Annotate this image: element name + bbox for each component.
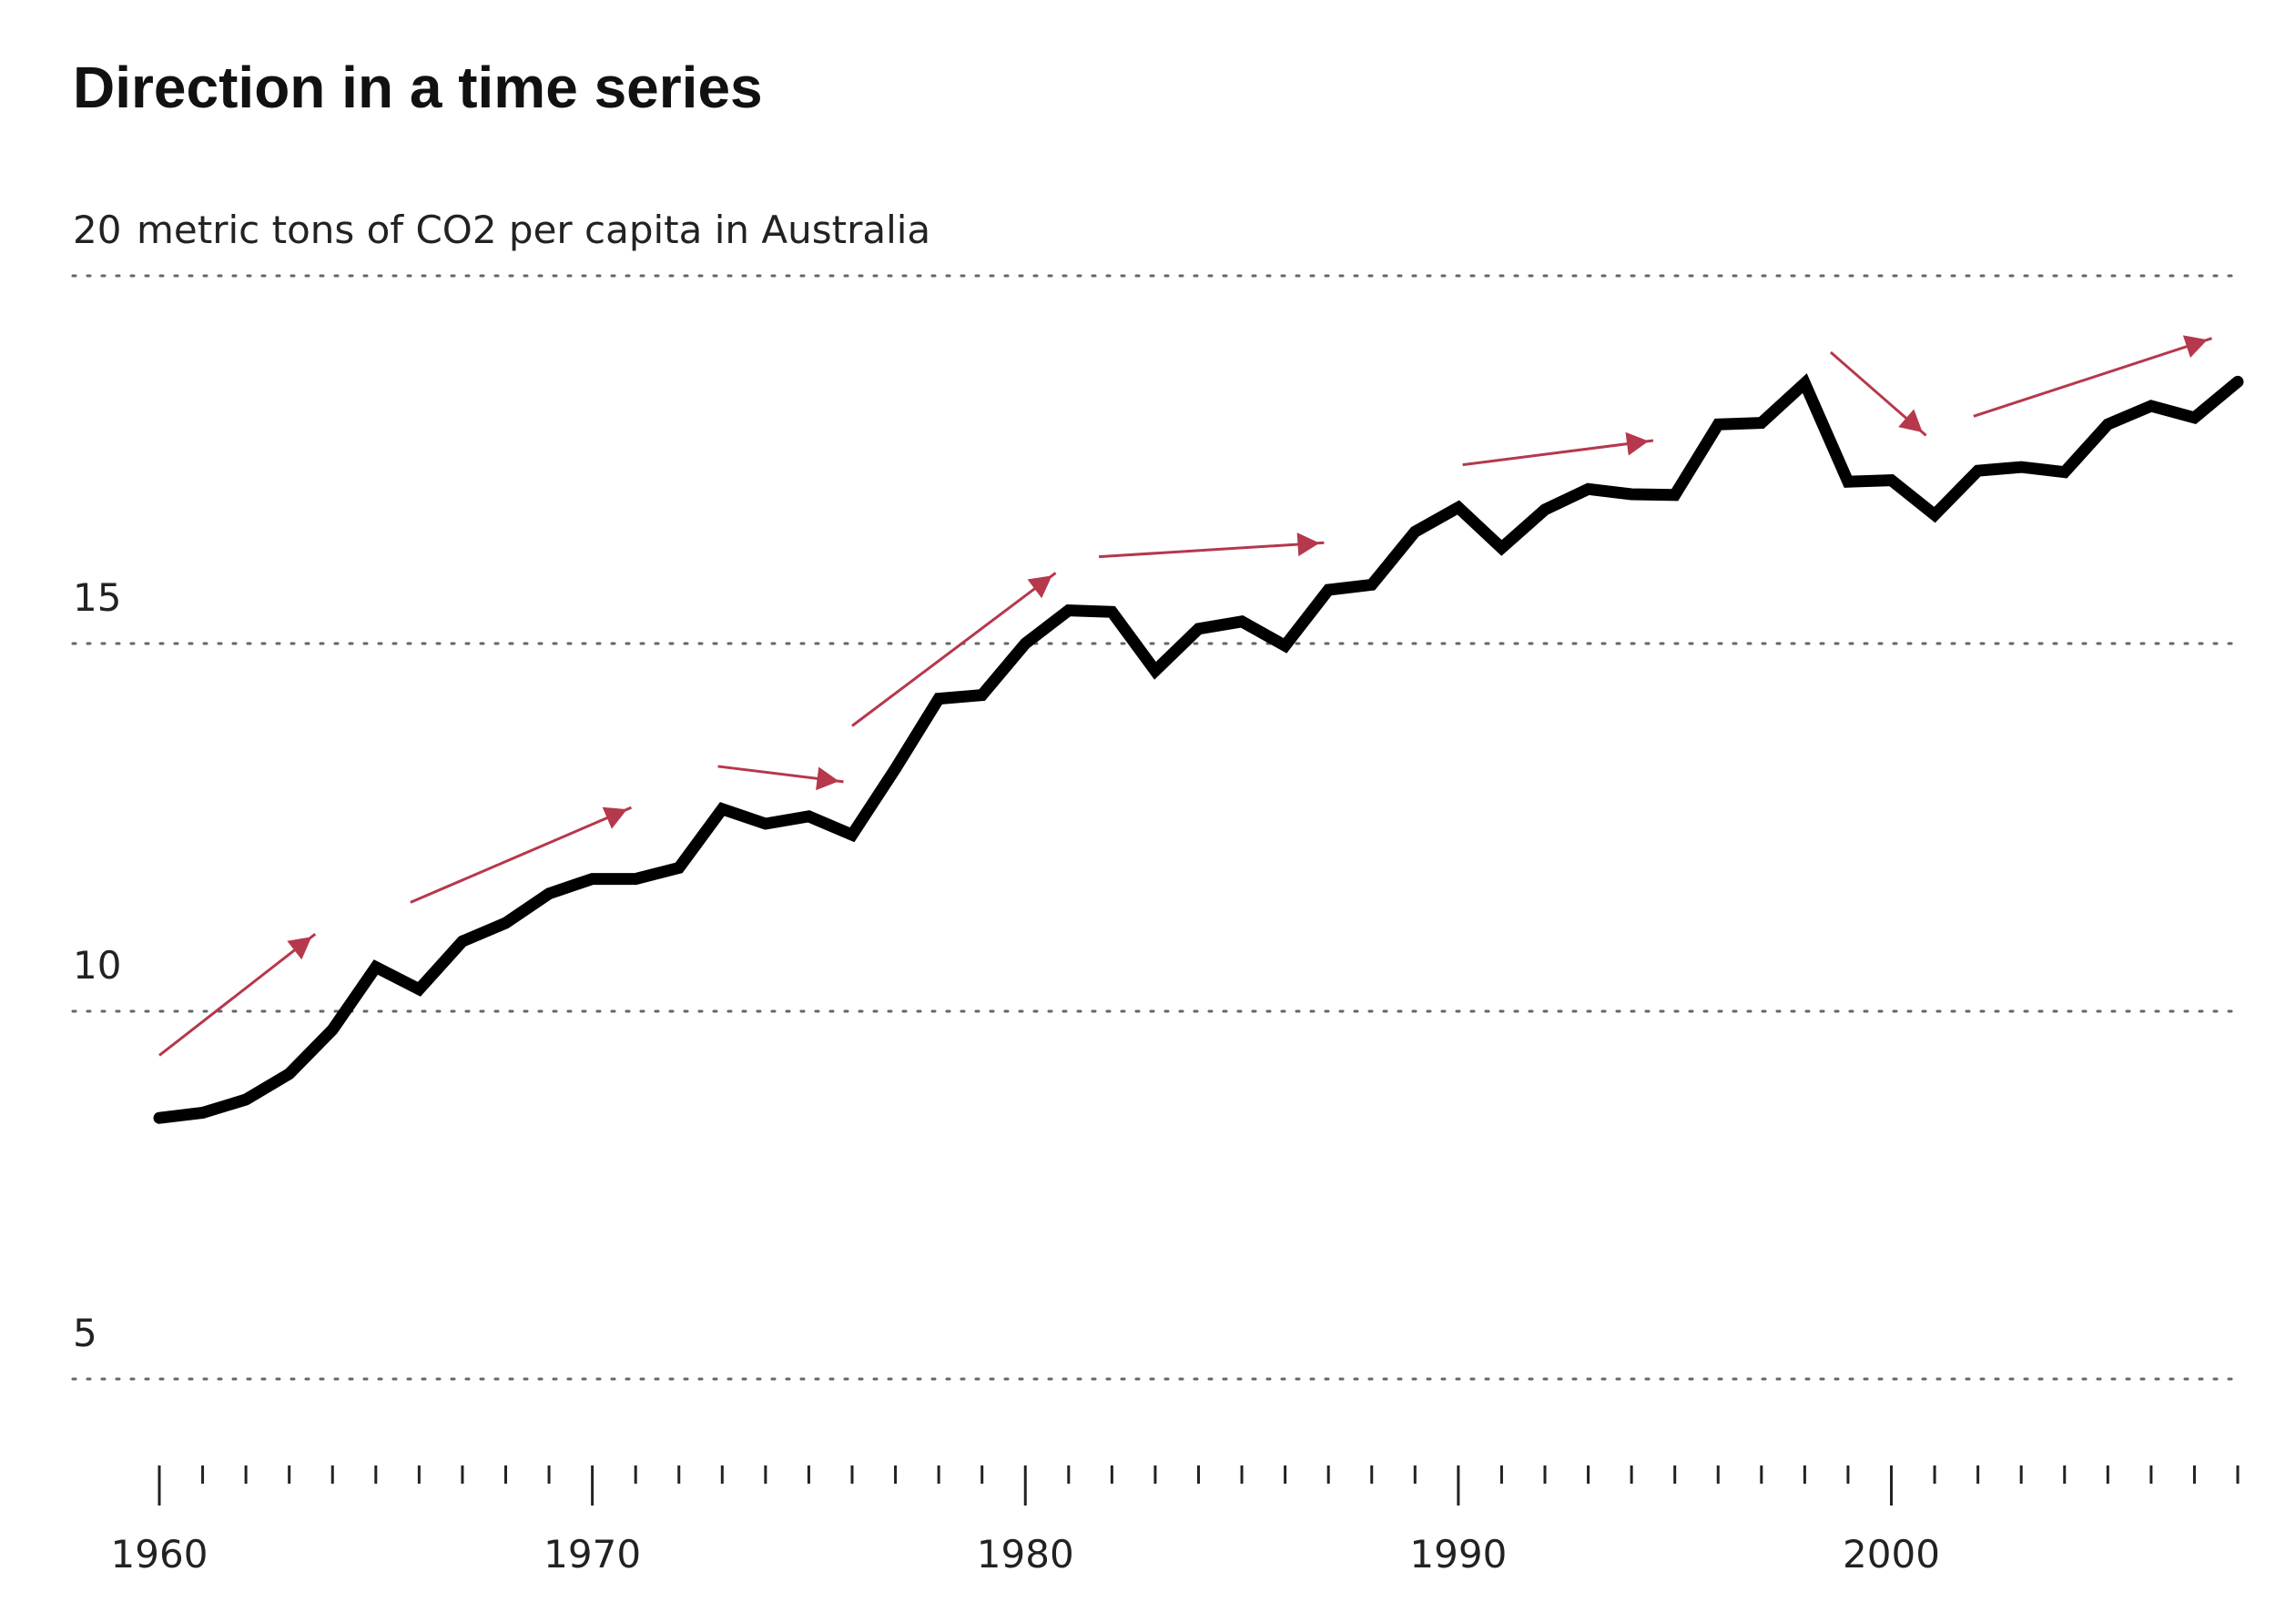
- trend-arrow: [717, 765, 844, 791]
- x-tick-label: 1990: [1409, 1532, 1507, 1577]
- y-axis-label: metric tons of CO2 per capita in Austral…: [137, 208, 930, 252]
- data-point: [288, 1072, 290, 1075]
- data-point: [1934, 513, 1936, 516]
- trend-arrows: [158, 335, 2212, 1057]
- trend-arrow: [1462, 431, 1654, 467]
- data-point: [1976, 470, 1979, 472]
- y-tick-label: 20: [73, 208, 121, 252]
- data-point: [1414, 531, 1417, 533]
- data-point: [894, 767, 897, 770]
- data-point: [1544, 508, 1546, 511]
- data-point: [158, 1117, 160, 1120]
- data-point: [1500, 546, 1503, 549]
- data-point: [2107, 423, 2109, 426]
- x-axis: 1960 1970 1980 1990 2000: [111, 1465, 2240, 1577]
- data-point: [1457, 506, 1459, 509]
- data-point: [1067, 609, 1070, 612]
- data-point: [1153, 669, 1156, 672]
- data-point: [201, 1111, 204, 1114]
- data-point: [504, 922, 507, 925]
- data-point: [1846, 481, 1849, 483]
- series-layer: [153, 373, 2244, 1124]
- data-point: [938, 697, 940, 700]
- data-point: [1111, 611, 1113, 613]
- data-point: [764, 822, 767, 825]
- data-point: [374, 966, 377, 968]
- data-point: [1241, 620, 1244, 623]
- x-tick-label: 1960: [111, 1532, 208, 1577]
- data-point: [1024, 643, 1027, 644]
- data-point: [1284, 644, 1286, 647]
- data-point: [1803, 381, 1806, 384]
- data-point: [1631, 492, 1633, 495]
- data-point: [851, 834, 853, 836]
- data-point: [635, 877, 637, 880]
- y-tick-label: 5: [73, 1311, 97, 1355]
- data-point: [677, 867, 680, 869]
- trend-arrow: [1099, 532, 1325, 559]
- trend-arrow: [851, 572, 1057, 727]
- data-point: [721, 807, 724, 810]
- y-tick-label: 10: [73, 943, 121, 988]
- data-point: [1370, 583, 1373, 586]
- series-line: [153, 373, 2244, 1124]
- x-tick-label: 1980: [977, 1532, 1074, 1577]
- data-point: [2149, 405, 2152, 408]
- data-point: [1673, 493, 1676, 496]
- x-tick-label: 2000: [1843, 1532, 1940, 1577]
- trend-arrow: [158, 932, 317, 1057]
- data-point: [980, 694, 983, 696]
- data-point: [1890, 479, 1893, 482]
- data-point: [331, 1029, 334, 1031]
- chart-title: Direction in a time series: [73, 55, 763, 120]
- gridlines: [71, 274, 2243, 1381]
- data-point: [808, 815, 810, 817]
- data-point: [2063, 471, 2066, 473]
- data-point: [2020, 466, 2023, 469]
- data-point: [2237, 380, 2239, 383]
- data-point: [591, 877, 594, 880]
- y-axis-tick-labels: 20 metric tons of CO2 per capita in Austr…: [73, 208, 930, 1355]
- data-point: [1760, 421, 1763, 424]
- trend-arrow: [1973, 335, 2212, 418]
- data-point: [1197, 627, 1200, 630]
- data-point: [1587, 488, 1590, 491]
- data-point: [2193, 416, 2196, 419]
- trend-arrow: [1829, 350, 1927, 437]
- y-tick-label: 15: [73, 575, 121, 620]
- data-point: [1717, 423, 1720, 426]
- trend-arrow: [410, 806, 633, 904]
- data-point: [548, 892, 551, 895]
- x-tick-label: 1970: [544, 1532, 641, 1577]
- data-point: [461, 940, 463, 943]
- data-point: [1327, 589, 1330, 592]
- data-point: [245, 1098, 248, 1100]
- data-point: [418, 988, 421, 990]
